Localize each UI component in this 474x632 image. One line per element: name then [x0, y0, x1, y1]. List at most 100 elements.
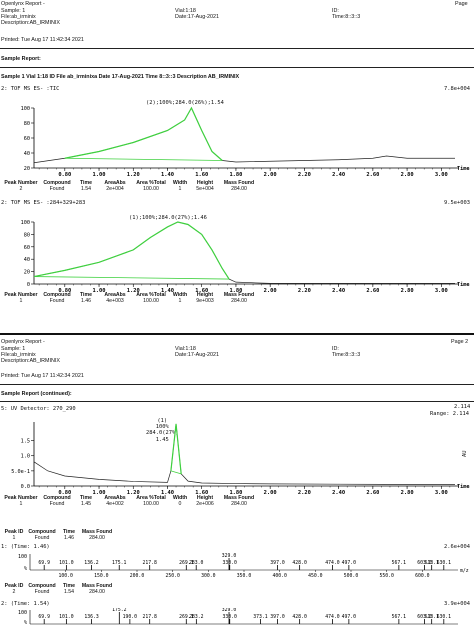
th-mass-found: Mass Found [223, 292, 255, 298]
report-title: Openlynx Report - [1, 339, 45, 345]
cell: 100.00 [143, 297, 159, 304]
cell: 1.46 [80, 297, 92, 304]
cell: 284.00 [231, 297, 247, 304]
x-tick-label: 500.0 [344, 573, 359, 579]
peak-table-3: Peak Number Compound Time AreaAbs Area %… [3, 495, 303, 508]
section-title: Sample Report: [1, 56, 41, 62]
y-tick-label: % [24, 620, 27, 626]
series-line [33, 423, 455, 485]
integration-baseline [33, 276, 230, 280]
peak-mz-label: 630.1 [437, 560, 452, 566]
series-line [33, 107, 455, 164]
th-peak-number: Peak Number [4, 292, 38, 298]
page-number: Page 2 [451, 339, 469, 345]
x-tick-label: 2.00 [264, 490, 277, 496]
chart3-trace-label: 5: UV Detector: 270_290 [1, 406, 76, 412]
cell: 100.00 [143, 500, 159, 507]
peak-mz-label: 175.2 [112, 608, 127, 613]
spectrum1-trace-label: 1: (Time: 1.46) [1, 544, 50, 550]
x-tick-label: 0.80 [58, 490, 71, 496]
sample-label: Sample: 1 [1, 8, 26, 14]
date-label: Date:17-Aug-2021 [175, 14, 220, 20]
peak-mz-label: 69.9 [38, 560, 50, 566]
chart1-max-label: 7.8e+004 [444, 86, 470, 92]
th-height: Height [196, 495, 214, 501]
peak-mz-label: 190.0 [123, 614, 138, 620]
cell: 2e+006 [196, 500, 214, 507]
peak-mz-label: 217.8 [142, 560, 157, 566]
th-height: Height [196, 292, 214, 298]
peak-mz-label: 474.0 [325, 614, 340, 620]
x-tick-label: 150.0 [94, 573, 109, 579]
section-title: Sample Report (continued): [1, 391, 72, 397]
peak-mz-label: 630.1 [437, 614, 452, 620]
peak-mz-label: 613.1 [424, 614, 439, 620]
cell: Found [34, 588, 50, 595]
peak-mz-label: 329.0 [222, 553, 237, 559]
peak-mz-label: 497.0 [342, 560, 357, 566]
cell: 284.00 [89, 588, 105, 595]
time-label: Time:8::3::3 [332, 352, 361, 358]
chart1-peak-label: (2);100%;284.0(26%);1.54 [146, 100, 224, 106]
page-number: Page [455, 1, 468, 7]
x-tick-label: 400.0 [272, 573, 287, 579]
x-tick-label: 200.0 [130, 573, 145, 579]
th-mass-found: Mass Found [81, 583, 113, 589]
y-tick-label: 1.5 [21, 439, 30, 445]
th-mass-found: Mass Found [81, 529, 113, 535]
cell: 2 [12, 588, 16, 595]
peak-mz-label: 136.3 [84, 614, 99, 620]
th-time: Time [62, 583, 75, 589]
y-tick-label: 100 [18, 554, 27, 560]
spectrum2-max-label: 3.9e+004 [444, 601, 470, 607]
cell: 1.54 [63, 588, 75, 595]
x-tick-label: 0.80 [58, 288, 71, 294]
chart2-eic: 0 20 40 60 80 100 0.80 1.00 1.20 1.40 1.60 1.80 2.00… [21, 220, 470, 294]
x-tick-label: 1.40 [161, 490, 174, 496]
y-tick-label: 100 [21, 220, 30, 226]
integration-baseline [64, 157, 223, 161]
chart2-peak-label: (1);100%;284.0(27%);1.46 [129, 215, 207, 221]
table-row: 1 Found 1.45 4e+002 100.00 0 2e+006 284.… [3, 500, 303, 508]
cell: 1.45 [80, 500, 92, 507]
y-tick-label: 100 [21, 106, 30, 112]
time-axis-label: Time [457, 166, 470, 172]
x-tick-label: 1.20 [127, 288, 140, 294]
peak-label-line: 1.45 [155, 436, 169, 443]
cell: 4e+003 [106, 297, 124, 304]
th-area-total: Area %Total [136, 495, 166, 501]
th-width: Width [172, 292, 188, 298]
peak-mz-label: 397.0 [270, 614, 285, 620]
x-tick-label: 2.40 [332, 288, 345, 294]
time-axis-label: Time [457, 484, 470, 490]
x-tick-label: 2.00 [264, 172, 277, 178]
table-header-row: Peak ID Compound Time Mass Found [3, 583, 123, 590]
peak-mz-label: 136.2 [84, 560, 99, 566]
cell: Found [49, 185, 65, 192]
file-label: File:ab_irminix [1, 352, 36, 358]
y-tick-label: 80 [24, 232, 30, 238]
sample-line: Sample 1 Vial 1:18 ID File ab_irminixa D… [1, 74, 240, 80]
x-tick-label: 350.0 [237, 573, 252, 579]
th-time: Time [79, 495, 92, 501]
y-tick-label: 0.0 [21, 484, 30, 490]
y-tick-label: 100 [18, 610, 27, 616]
th-compound: Compound [43, 495, 71, 501]
divider [0, 67, 474, 68]
x-tick-label: 2.60 [366, 172, 379, 178]
chart1-trace-label: 2: TOF MS ES- :TIC [1, 86, 60, 92]
y-tick-label: 40 [24, 257, 30, 263]
th-time: Time [79, 180, 92, 186]
id-label: ID: [332, 346, 339, 352]
cell: 2 [19, 185, 23, 192]
divider [0, 401, 474, 402]
peak-mz-label: 428.0 [292, 560, 307, 566]
file-label: File:ab_irminix [1, 14, 36, 20]
x-tick-label: 2.60 [366, 288, 379, 294]
time-axis-label: Time [457, 282, 470, 288]
spectrum2-trace-label: 2: (Time: 1.54) [1, 601, 50, 607]
th-time: Time [79, 292, 92, 298]
mz-unit-label: m/z [460, 568, 469, 574]
cell: 284.00 [231, 500, 247, 507]
table-header-row: Peak ID Compound Time Mass Found [3, 529, 123, 536]
